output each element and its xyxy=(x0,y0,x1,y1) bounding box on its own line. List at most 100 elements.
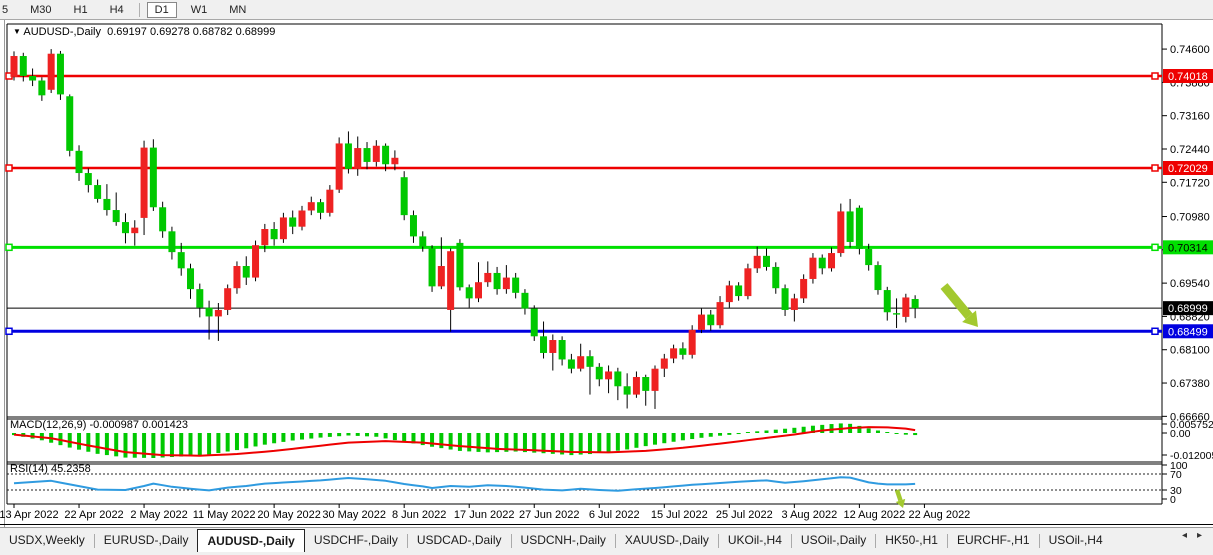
candle-body xyxy=(391,157,399,165)
hline-marker[interactable] xyxy=(1151,72,1159,80)
candle-body xyxy=(112,210,120,223)
timeframe-button-w1[interactable]: W1 xyxy=(190,3,208,16)
candle-body xyxy=(447,251,455,310)
arrow-head[interactable] xyxy=(895,498,906,508)
timeframe-button-d1[interactable]: D1 xyxy=(146,1,177,18)
candle-body xyxy=(149,147,157,208)
timeframe-button-mn[interactable]: MN xyxy=(229,3,247,16)
candle-body xyxy=(233,266,241,289)
arrow-head[interactable] xyxy=(962,310,978,327)
price-tick-label: 0.66660 xyxy=(1170,411,1210,423)
rsi-line xyxy=(13,476,916,492)
rsi-name: RSI(14) xyxy=(10,463,48,475)
tab-audusd-daily[interactable]: AUDUSD-,Daily xyxy=(197,529,305,552)
candle-body xyxy=(196,289,204,308)
hline-marker[interactable] xyxy=(5,164,13,172)
candles xyxy=(10,49,919,409)
rsi-axis-label: 100 xyxy=(1170,460,1188,472)
candle-body xyxy=(762,255,770,267)
candle-body xyxy=(735,285,743,297)
tab-ukoil-h4[interactable]: UKOil-,H4 xyxy=(727,533,782,547)
candle-body xyxy=(586,356,594,367)
candle-body xyxy=(484,272,492,283)
candle-body xyxy=(902,297,910,317)
tab-usdchf-daily[interactable]: USDCHF-,Daily xyxy=(313,533,398,547)
tab-separator xyxy=(406,534,408,548)
candle-body xyxy=(168,231,176,253)
tab-hk50-h1[interactable]: HK50-,H1 xyxy=(885,533,938,547)
rsi-axis-label: 0 xyxy=(1170,494,1176,506)
candle-body xyxy=(344,143,352,169)
tab-scroll-left-icon[interactable]: ◂ xyxy=(1181,530,1187,541)
macd-name: MACD(12,26,9) xyxy=(10,419,87,431)
price-tick-label: 0.74600 xyxy=(1170,44,1210,56)
tab-xauusd-daily[interactable]: XAUUSD-,Daily xyxy=(624,533,709,547)
chart-title: ▼ AUDUSD-,Daily 0.69197 0.69278 0.68782 … xyxy=(13,26,275,38)
candle-body xyxy=(289,217,297,227)
candle-body xyxy=(205,307,213,317)
timeframe-toolbar: 5 M30 H1 H4 D1 W1 MN xyxy=(0,0,1213,20)
date-tick-label: 20 May 2022 xyxy=(257,509,321,521)
hline-marker[interactable] xyxy=(5,243,13,252)
tab-separator xyxy=(1038,534,1040,548)
candle-body xyxy=(725,285,733,303)
candle-body xyxy=(177,252,185,269)
candle-body xyxy=(837,211,845,254)
tab-usdcnh-daily[interactable]: USDCNH-,Daily xyxy=(520,533,606,547)
tab-eurchf-h1[interactable]: EURCHF-,H1 xyxy=(956,533,1030,547)
date-tick-label: 30 May 2022 xyxy=(322,509,386,521)
candle-body xyxy=(623,386,631,395)
tab-usoil-daily[interactable]: USOil-,Daily xyxy=(800,533,867,547)
candle-body xyxy=(530,308,538,337)
candle-body xyxy=(521,292,529,309)
candle-body xyxy=(84,173,92,186)
candle-body xyxy=(744,268,752,297)
candle-body xyxy=(502,277,510,290)
date-tick-label: 22 Aug 2022 xyxy=(909,509,971,521)
tab-usdx-weekly[interactable]: USDX,Weekly xyxy=(9,533,85,547)
candle-body xyxy=(363,148,371,162)
candle-body xyxy=(382,145,390,165)
candle-body xyxy=(224,288,232,310)
tab-separator xyxy=(790,534,792,548)
candle-body xyxy=(29,75,37,81)
price-tick-label: 0.73160 xyxy=(1170,111,1210,123)
candle-body xyxy=(558,340,566,360)
tab-usdcad-daily[interactable]: USDCAD-,Daily xyxy=(416,533,502,547)
timeframe-button-m30[interactable]: M30 xyxy=(30,3,52,16)
tab-usoil-h4[interactable]: USOil-,H4 xyxy=(1048,533,1103,547)
timeframe-button-h1[interactable]: H1 xyxy=(73,3,88,16)
toolbar-separator xyxy=(138,2,140,17)
rsi-indicator-label: RSI(14) 45.2358 xyxy=(10,463,91,475)
candle-body xyxy=(307,202,315,211)
tab-eurusd-daily[interactable]: EURUSD-,Daily xyxy=(103,533,189,547)
price-badge-0.68999: 0.68999 xyxy=(1168,303,1208,315)
arrow-shaft[interactable] xyxy=(940,283,973,320)
price-badge-0.72029: 0.72029 xyxy=(1168,163,1208,175)
hline-marker[interactable] xyxy=(5,327,13,336)
macd-indicator-label: MACD(12,26,9) -0.000987 0.001423 xyxy=(10,419,188,431)
tab-separator xyxy=(875,534,877,548)
candle-body xyxy=(326,189,334,213)
candle-body xyxy=(716,302,724,326)
hline-marker[interactable] xyxy=(1151,327,1159,336)
candle-body xyxy=(103,198,111,211)
candle-body xyxy=(660,358,668,369)
timeframe-button-h4[interactable]: H4 xyxy=(109,3,124,16)
arrow-shaft[interactable] xyxy=(894,489,903,502)
chart-title-symbol: AUDUSD-,Daily xyxy=(23,26,101,38)
candle-body xyxy=(697,314,705,330)
hline-marker[interactable] xyxy=(1151,243,1159,252)
tab-separator xyxy=(946,534,948,548)
rsi-axis-label: 30 xyxy=(1170,485,1182,497)
price-badge-0.68499: 0.68499 xyxy=(1168,326,1208,338)
tab-scroll-right-icon[interactable]: ▸ xyxy=(1196,530,1202,541)
date-tick-label: 15 Jul 2022 xyxy=(651,509,708,521)
candle-body xyxy=(475,282,482,299)
symbol-dropdown-icon[interactable]: ▼ xyxy=(13,27,21,36)
timeframe-button-partial[interactable]: 5 xyxy=(2,3,9,16)
date-tick-label: 3 Aug 2022 xyxy=(782,509,838,521)
candle-body xyxy=(354,148,362,169)
hline-marker[interactable] xyxy=(1151,164,1159,172)
